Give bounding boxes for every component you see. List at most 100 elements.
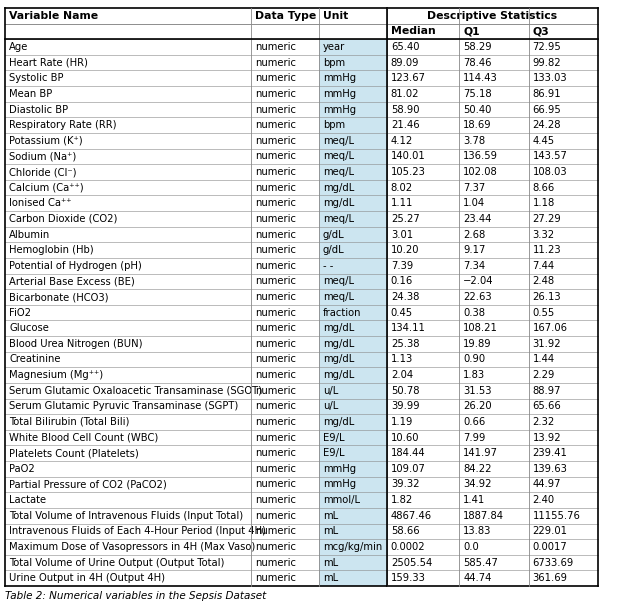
Bar — [529, 227, 598, 242]
Text: 9.17: 9.17 — [463, 245, 486, 255]
Bar — [387, 367, 460, 383]
Bar — [460, 445, 529, 461]
Text: Urine Output in 4H (Output 4H): Urine Output in 4H (Output 4H) — [9, 573, 165, 583]
Text: mL: mL — [323, 526, 338, 537]
Text: 7.99: 7.99 — [463, 432, 486, 442]
Bar — [387, 477, 460, 492]
Bar — [529, 8, 598, 23]
Bar — [387, 414, 460, 430]
Bar — [5, 180, 251, 195]
Text: 0.66: 0.66 — [463, 417, 486, 427]
Text: 1.82: 1.82 — [391, 495, 413, 505]
Text: 7.37: 7.37 — [463, 183, 486, 193]
Text: 19.89: 19.89 — [463, 339, 492, 349]
Bar — [319, 148, 387, 164]
Bar — [387, 336, 460, 352]
Bar — [251, 445, 319, 461]
Text: Potassium (K⁺): Potassium (K⁺) — [9, 136, 83, 146]
Text: Total Volume of Intravenous Fluids (Input Total): Total Volume of Intravenous Fluids (Inpu… — [9, 511, 243, 521]
Bar — [251, 289, 319, 305]
Text: Intravenous Fluids of Each 4-Hour Period (Input 4H): Intravenous Fluids of Each 4-Hour Period… — [9, 526, 266, 537]
Text: 24.38: 24.38 — [391, 292, 419, 302]
Text: 31.92: 31.92 — [532, 339, 561, 349]
Bar — [460, 70, 529, 86]
Bar — [460, 8, 529, 23]
Text: Systolic BP: Systolic BP — [9, 73, 63, 83]
Text: 1.41: 1.41 — [463, 495, 486, 505]
Text: 4.45: 4.45 — [532, 136, 555, 146]
Bar — [529, 336, 598, 352]
Text: 25.27: 25.27 — [391, 214, 420, 224]
Bar — [387, 570, 460, 586]
Text: numeric: numeric — [255, 432, 296, 442]
Bar — [5, 118, 251, 133]
Bar — [460, 258, 529, 274]
Text: 0.0: 0.0 — [463, 542, 479, 552]
Text: White Blood Cell Count (WBC): White Blood Cell Count (WBC) — [9, 432, 158, 442]
Text: Hemoglobin (Hb): Hemoglobin (Hb) — [9, 245, 93, 255]
Text: g/dL: g/dL — [323, 245, 344, 255]
Text: numeric: numeric — [255, 448, 296, 458]
Text: numeric: numeric — [255, 339, 296, 349]
Bar — [319, 336, 387, 352]
Text: 7.39: 7.39 — [391, 261, 413, 271]
Bar — [529, 70, 598, 86]
Text: 25.38: 25.38 — [391, 339, 419, 349]
Text: 18.69: 18.69 — [463, 120, 492, 130]
Bar — [460, 133, 529, 148]
Text: numeric: numeric — [255, 511, 296, 521]
Bar — [387, 86, 460, 102]
Bar — [251, 227, 319, 242]
Text: 1.18: 1.18 — [532, 198, 555, 208]
Bar — [319, 508, 387, 524]
Text: 133.03: 133.03 — [532, 73, 567, 83]
Text: mmHg: mmHg — [323, 479, 356, 490]
Bar — [387, 164, 460, 180]
Text: mL: mL — [323, 573, 338, 583]
Text: 134.11: 134.11 — [391, 323, 426, 333]
Text: numeric: numeric — [255, 386, 296, 395]
Text: meq/L: meq/L — [323, 292, 354, 302]
Text: 0.0017: 0.0017 — [532, 542, 567, 552]
Bar — [319, 367, 387, 383]
Text: Data Type: Data Type — [255, 11, 316, 21]
Text: mg/dL: mg/dL — [323, 370, 354, 380]
Bar — [460, 477, 529, 492]
Text: 4.12: 4.12 — [391, 136, 413, 146]
Text: E9/L: E9/L — [323, 448, 344, 458]
Bar — [529, 23, 598, 39]
Text: 2.29: 2.29 — [532, 370, 555, 380]
Text: 159.33: 159.33 — [391, 573, 426, 583]
Bar — [319, 164, 387, 180]
Bar — [319, 258, 387, 274]
Bar — [251, 164, 319, 180]
Text: 3.78: 3.78 — [463, 136, 485, 146]
Text: numeric: numeric — [255, 245, 296, 255]
Text: 184.44: 184.44 — [391, 448, 426, 458]
Text: 1887.84: 1887.84 — [463, 511, 504, 521]
Text: u/L: u/L — [323, 386, 338, 395]
Bar — [460, 320, 529, 336]
Bar — [319, 23, 387, 39]
Bar — [5, 477, 251, 492]
Bar — [319, 133, 387, 148]
Bar — [319, 430, 387, 445]
Text: Respiratory Rate (RR): Respiratory Rate (RR) — [9, 120, 116, 130]
Bar — [251, 195, 319, 211]
Bar — [529, 86, 598, 102]
Text: 31.53: 31.53 — [463, 386, 492, 395]
Text: 139.63: 139.63 — [532, 464, 568, 474]
Bar — [5, 336, 251, 352]
Bar — [529, 148, 598, 164]
Text: 1.04: 1.04 — [463, 198, 485, 208]
Text: Variable Name: Variable Name — [9, 11, 98, 21]
Bar — [387, 492, 460, 508]
Bar — [251, 508, 319, 524]
Bar — [387, 430, 460, 445]
Bar — [5, 39, 251, 55]
Text: meq/L: meq/L — [323, 136, 354, 146]
Bar — [319, 383, 387, 399]
Bar — [319, 86, 387, 102]
Text: numeric: numeric — [255, 370, 296, 380]
Bar — [319, 352, 387, 367]
